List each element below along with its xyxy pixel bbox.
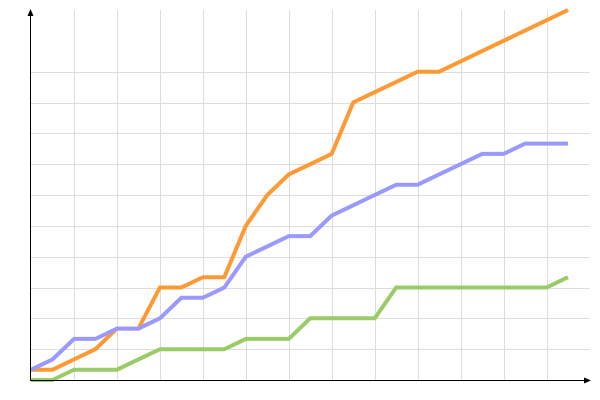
series-group (30, 8, 569, 382)
series-line-1 (31, 8, 569, 372)
series-line-3 (31, 275, 569, 382)
axes (27, 9, 591, 384)
x-axis-arrow-icon (584, 377, 591, 384)
series-line-2 (30, 141, 568, 372)
y-axis-arrow-icon (27, 9, 34, 16)
grid (31, 10, 590, 380)
